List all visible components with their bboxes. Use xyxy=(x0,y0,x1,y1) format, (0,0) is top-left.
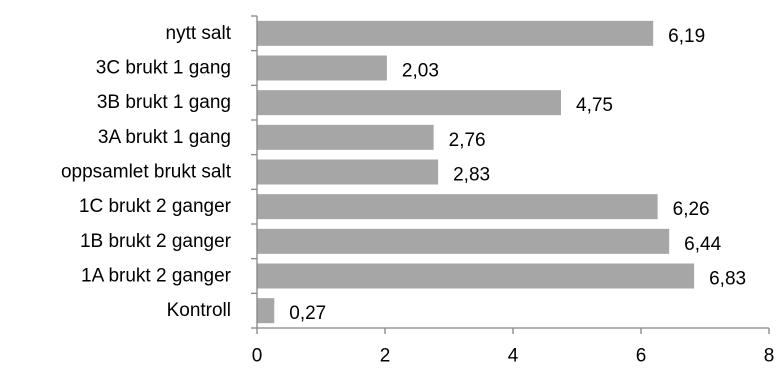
x-tick-label: 6 xyxy=(636,346,647,367)
data-label: 0,27 xyxy=(289,303,326,324)
value-labels: 6,19 2,03 4,75 2,76 2,83 6,26 6,44 6,83 0,27 xyxy=(289,26,746,324)
bar xyxy=(257,124,434,150)
category-label: Kontroll xyxy=(167,300,231,321)
bar xyxy=(257,194,658,220)
bar xyxy=(257,263,695,289)
x-tick-label: 0 xyxy=(252,346,263,367)
category-label: 3B brukt 1 gang xyxy=(97,92,231,113)
category-label: oppsamlet brukt salt xyxy=(61,162,232,183)
bar xyxy=(257,90,561,116)
category-label: 3A brukt 1 gang xyxy=(98,127,231,148)
bar xyxy=(257,55,387,81)
category-label: 3C brukt 1 gang xyxy=(96,58,231,79)
x-tick-label: 2 xyxy=(380,346,391,367)
bar xyxy=(257,20,654,46)
x-axis-ticks: 0 2 4 6 8 xyxy=(251,15,775,367)
data-label: 6,26 xyxy=(673,199,710,220)
category-label: 1A brukt 2 ganger xyxy=(81,266,232,287)
x-tick-label: 8 xyxy=(764,346,775,367)
data-label: 6,83 xyxy=(709,269,746,290)
bar xyxy=(257,298,275,324)
category-label: nytt salt xyxy=(166,23,232,44)
category-label: 1C brukt 2 ganger xyxy=(79,196,232,217)
data-label: 2,03 xyxy=(402,61,439,82)
data-label: 2,76 xyxy=(449,130,486,151)
x-tick-label: 4 xyxy=(508,346,519,367)
category-labels: nytt salt 3C brukt 1 gang 3B brukt 1 gang 3… xyxy=(61,23,232,321)
data-label: 2,83 xyxy=(453,165,490,186)
data-label: 6,44 xyxy=(684,234,721,255)
data-label: 6,19 xyxy=(668,26,705,47)
bars-group xyxy=(257,20,695,324)
bar xyxy=(257,159,439,185)
data-label: 4,75 xyxy=(576,95,613,116)
category-label: 1B brukt 2 ganger xyxy=(80,231,232,252)
bar xyxy=(257,228,670,254)
